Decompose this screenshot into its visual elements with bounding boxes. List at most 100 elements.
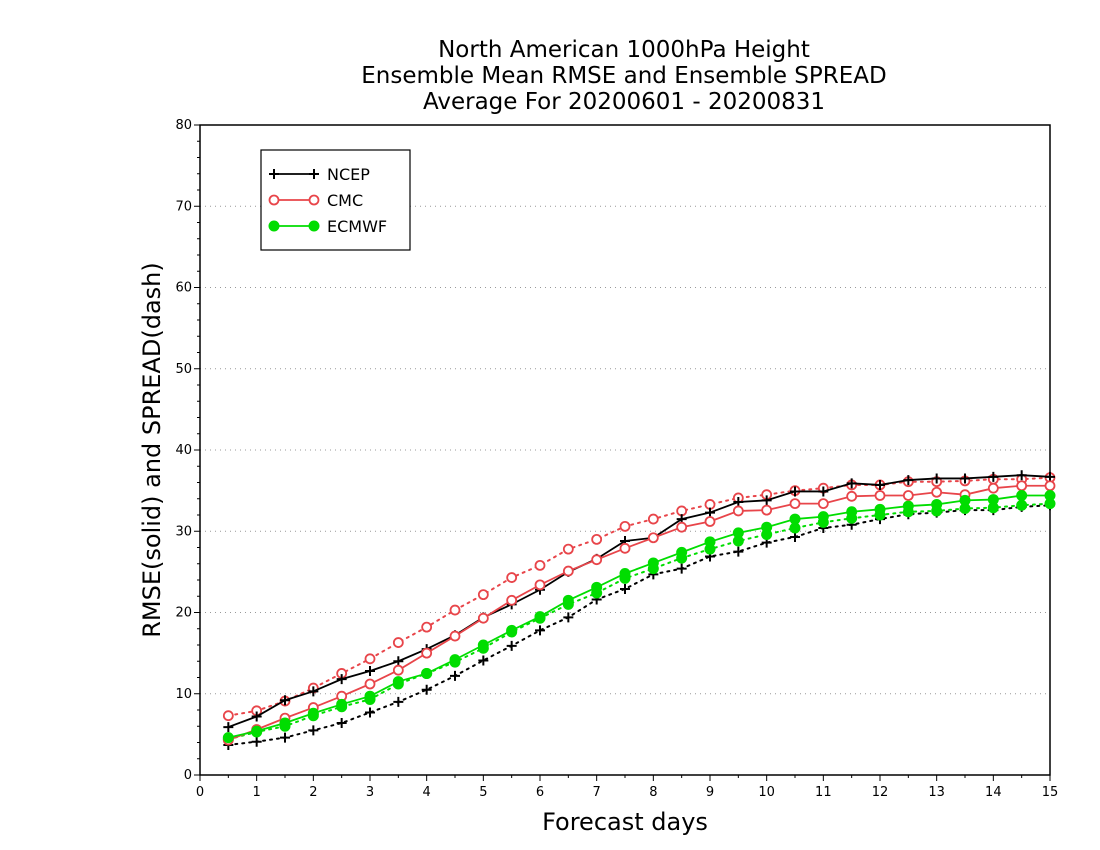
x-tick-label: 6 [536, 785, 544, 800]
data-point-ecmwf-rmse [392, 676, 404, 688]
data-point-ncep-rmse [846, 478, 857, 489]
data-point-ecmwf-rmse [959, 494, 971, 506]
x-tick-label: 10 [758, 785, 775, 800]
series-line-ncep-spread [227, 504, 1051, 746]
data-point-ncep-rmse [251, 711, 262, 722]
data-point-cmc-rmse [449, 630, 461, 642]
data-point-cmc-rmse [619, 542, 631, 554]
data-point-ecmwf-rmse [1016, 490, 1028, 501]
data-point-ecmwf-rmse [364, 690, 376, 702]
x-tick-label: 4 [423, 785, 431, 800]
data-point-ncep-rmse [931, 473, 942, 484]
data-point-cmc-rmse [987, 482, 999, 494]
x-tick-label: 2 [309, 785, 317, 800]
data-point-ncep-rmse [223, 722, 234, 733]
data-point-cmc-rmse [846, 490, 858, 502]
data-point-ecmwf-rmse [336, 698, 348, 710]
y-tick-label: 20 [175, 606, 192, 621]
data-point-ncep-spread [450, 670, 460, 681]
data-point-ncep-spread [790, 531, 800, 542]
chart-title-line-2: Ensemble Mean RMSE and Ensemble SPREAD [361, 63, 887, 89]
x-tick-label: 0 [196, 785, 204, 800]
y-tick-label: 40 [175, 443, 192, 458]
data-point-ncep-rmse [903, 475, 914, 486]
data-point-ecmwf-rmse [817, 511, 829, 523]
y-tick-label: 0 [184, 768, 192, 783]
data-point-cmc-spread [534, 559, 546, 571]
data-point-ncep-rmse [705, 507, 715, 518]
data-point-ncep-rmse [365, 666, 375, 676]
data-point-cmc-rmse [477, 612, 489, 624]
data-point-ncep-spread [336, 718, 347, 728]
legend-marker-cmc [308, 194, 320, 206]
data-point-ecmwf-rmse [902, 500, 914, 512]
data-point-ncep-rmse [790, 486, 800, 497]
data-point-cmc-spread [562, 543, 574, 555]
data-point-ncep-rmse [761, 495, 772, 506]
legend-marker-ecmwf [308, 220, 320, 232]
data-point-cmc-spread [647, 513, 659, 525]
data-point-ecmwf-rmse [506, 624, 518, 636]
data-point-ecmwf-rmse [676, 546, 688, 558]
x-tick-label: 8 [649, 785, 657, 800]
data-point-cmc-spread [222, 710, 234, 722]
data-point-cmc-spread [506, 572, 518, 583]
y-tick-label: 80 [175, 118, 192, 133]
chart-title-line-3: Average For 20200601 - 20200831 [422, 89, 826, 115]
data-point-ncep-spread [676, 563, 687, 574]
data-point-ncep-spread [280, 732, 290, 743]
legend-label-ncep: NCEP [327, 165, 370, 184]
data-point-ncep-spread [535, 625, 545, 636]
data-point-ncep-spread [421, 684, 432, 695]
y-tick-label: 70 [175, 199, 192, 214]
data-point-ncep-spread [506, 640, 517, 651]
y-tick-label: 10 [175, 687, 192, 702]
data-point-ecmwf-rmse [789, 513, 801, 525]
data-point-ecmwf-rmse [1044, 490, 1056, 501]
data-point-ecmwf-rmse [619, 568, 631, 579]
x-tick-label: 1 [253, 785, 261, 800]
data-point-ncep-spread [365, 707, 375, 718]
data-point-ecmwf-rmse [704, 536, 716, 548]
data-point-ncep-rmse [280, 695, 290, 706]
data-point-cmc-rmse [761, 504, 773, 516]
data-point-ncep-spread [393, 696, 404, 707]
data-point-cmc-spread [477, 589, 489, 601]
data-point-cmc-rmse [534, 579, 546, 591]
data-point-cmc-spread [392, 637, 404, 648]
series-line-ecmwf-rmse [228, 494, 1050, 739]
legend-marker-ncep [309, 169, 319, 179]
data-point-cmc-rmse [421, 647, 433, 659]
data-point-ncep-rmse [336, 674, 347, 685]
x-tick-label: 14 [985, 785, 1002, 800]
data-point-ecmwf-rmse [846, 506, 858, 518]
data-point-cmc-rmse [1016, 480, 1028, 492]
x-tick-label: 11 [815, 785, 832, 800]
y-tick-label: 50 [175, 362, 192, 377]
legend-marker-cmc [268, 194, 280, 206]
data-point-cmc-spread [619, 520, 631, 532]
x-tick-label: 7 [593, 785, 601, 800]
data-point-ecmwf-spread [1016, 499, 1028, 511]
data-point-ecmwf-rmse [534, 611, 546, 623]
x-tick-label: 9 [706, 785, 714, 800]
data-point-cmc-rmse [392, 664, 404, 676]
data-point-ncep-rmse [1016, 470, 1027, 481]
y-tick-label: 60 [175, 281, 192, 296]
data-point-ecmwf-rmse [987, 494, 999, 506]
data-point-ecmwf-rmse [591, 581, 603, 593]
data-point-cmc-spread [449, 604, 461, 616]
data-point-ecmwf-rmse [562, 594, 574, 606]
data-point-ncep-spread [733, 546, 744, 557]
x-tick-label: 3 [366, 785, 374, 800]
data-point-cmc-rmse [676, 521, 688, 533]
data-point-cmc-rmse [931, 486, 943, 498]
data-point-cmc-rmse [1044, 480, 1056, 492]
chart-title-line-1: North American 1000hPa Height [438, 37, 810, 63]
data-point-ecmwf-rmse [222, 732, 234, 744]
data-point-ecmwf-rmse [732, 527, 744, 539]
data-point-ncep-rmse [1045, 471, 1055, 482]
data-point-cmc-rmse [704, 516, 716, 527]
data-point-ecmwf-rmse [251, 725, 263, 737]
